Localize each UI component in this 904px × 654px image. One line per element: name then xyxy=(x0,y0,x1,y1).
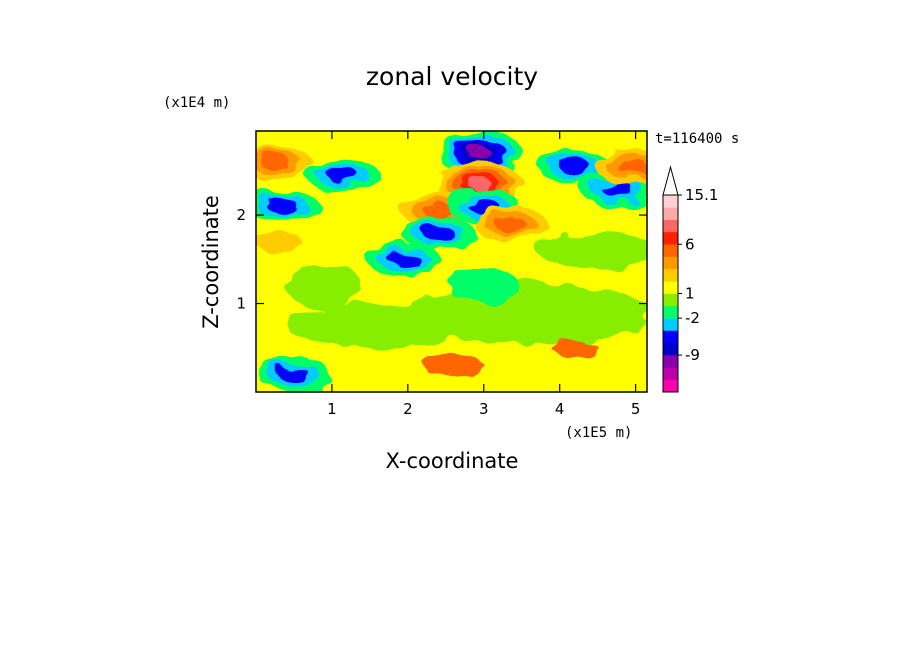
heatmap-feature xyxy=(422,225,454,241)
chart-title: zonal velocity xyxy=(366,62,538,91)
heatmap-band xyxy=(286,263,363,308)
colorbar-tick-label: -9 xyxy=(685,346,700,364)
heatmap-feature xyxy=(259,154,291,170)
y-tick-label: 2 xyxy=(236,206,246,224)
colorbar-swatch xyxy=(663,342,678,356)
heatmap-feature xyxy=(601,181,633,196)
colorbar-swatch xyxy=(663,318,678,331)
heatmap-feature xyxy=(327,167,359,183)
heatmap-field xyxy=(256,131,647,392)
colorbar-swatch xyxy=(663,256,678,270)
x-tick-label: 3 xyxy=(479,400,489,418)
colorbar-extend-arrow xyxy=(662,165,679,196)
heatmap-feature xyxy=(422,203,454,218)
heatmap-feature xyxy=(266,198,299,214)
colorbar-swatch xyxy=(663,305,678,319)
colorbar-swatch xyxy=(663,268,678,282)
y-axis: 12 xyxy=(236,206,647,313)
heatmap-band xyxy=(423,354,484,377)
colorbar-tick-label: 6 xyxy=(685,235,695,253)
heatmap-feature xyxy=(278,367,310,382)
x-tick-label: 2 xyxy=(403,400,413,418)
y-unit-label: (x1E4 m) xyxy=(163,95,230,111)
heatmap-feature xyxy=(494,216,526,232)
heatmap-feature xyxy=(447,268,521,303)
colorbar-tick-label: 1 xyxy=(685,285,695,303)
colorbar-tick-label: -2 xyxy=(685,309,700,327)
colorbar-swatch xyxy=(663,231,678,245)
x-tick-label: 1 xyxy=(327,400,337,418)
y-axis-label: Z-coordinate xyxy=(199,195,223,329)
heatmap-feature xyxy=(468,146,492,160)
colorbar-swatch xyxy=(663,207,678,220)
x-axis-label: X-coordinate xyxy=(386,449,519,473)
colorbar-swatch xyxy=(663,355,678,368)
heatmap-band xyxy=(286,303,469,348)
heatmap-feature xyxy=(468,177,492,191)
x-tick-label: 5 xyxy=(631,400,641,418)
colorbar-swatch xyxy=(663,281,678,294)
colorbar-swatch xyxy=(663,330,678,344)
heatmap-band xyxy=(536,232,647,269)
plot-frame xyxy=(255,130,648,393)
colorbar-swatch xyxy=(663,195,678,208)
colorbar: -9 -2 1 6 15.1 xyxy=(662,165,718,393)
x-axis: 1 2 3 4 5 xyxy=(327,131,640,418)
colorbar-swatch xyxy=(663,293,678,307)
time-label: t=116400 s xyxy=(655,131,739,147)
heatmap-feature xyxy=(559,159,591,174)
heatmap-band xyxy=(256,230,302,253)
colorbar-tick-label: 15.1 xyxy=(685,186,718,204)
heatmap-feature xyxy=(616,159,647,174)
heatmap-feature xyxy=(388,252,420,267)
x-tick-label: 4 xyxy=(555,400,565,418)
colorbar-swatch xyxy=(663,379,678,393)
colorbar-swatch xyxy=(663,367,678,380)
x-unit-label: (x1E5 m) xyxy=(565,425,632,441)
heatmap-band xyxy=(552,338,598,357)
colorbar-swatch xyxy=(663,219,678,233)
y-tick-label: 1 xyxy=(236,295,246,313)
colorbar-swatch xyxy=(663,244,678,257)
